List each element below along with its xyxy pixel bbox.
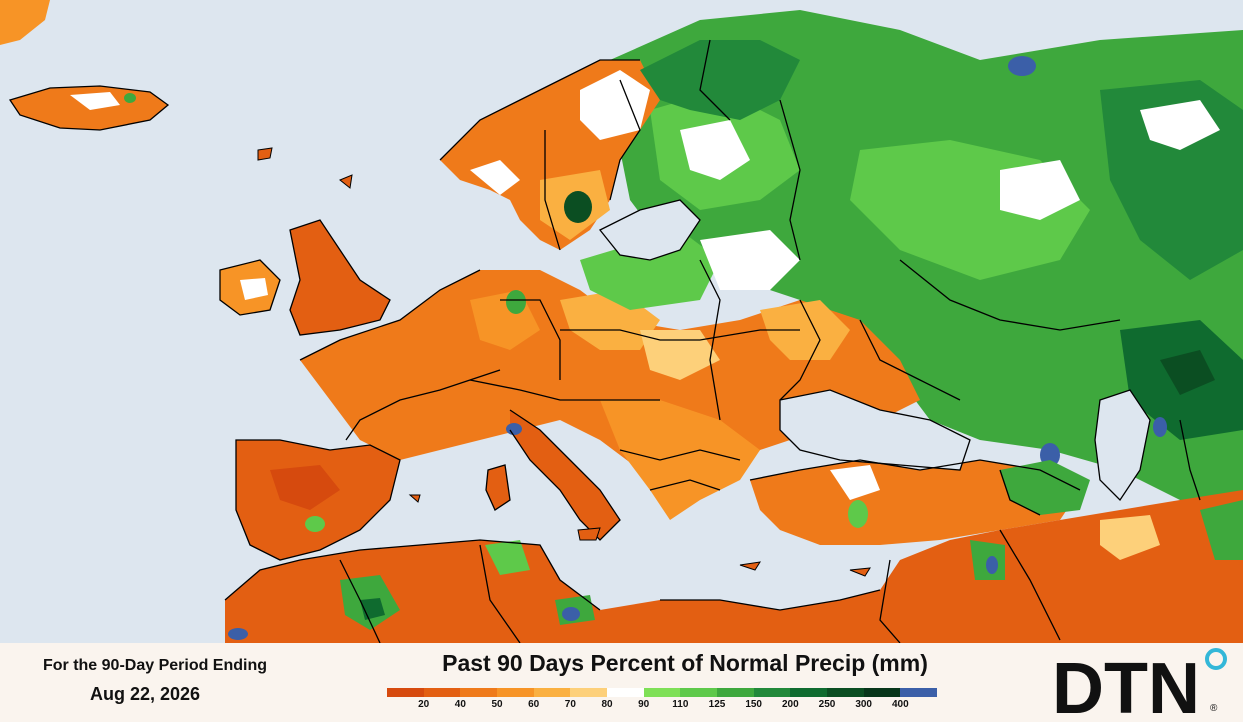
legend-swatch bbox=[497, 688, 534, 697]
legend-swatch bbox=[900, 688, 938, 697]
legend-swatch bbox=[387, 688, 424, 697]
legend-tick-label: 40 bbox=[454, 699, 466, 710]
legend-swatch bbox=[423, 688, 461, 697]
legend-swatch bbox=[533, 688, 571, 697]
eastern-europe-land bbox=[610, 10, 1243, 520]
legend-tick-label: 125 bbox=[708, 699, 726, 710]
legend-swatch bbox=[607, 688, 644, 697]
legend-tick-label: 90 bbox=[638, 699, 650, 710]
legend-tick-label: 300 bbox=[855, 699, 872, 710]
legend-swatch bbox=[680, 688, 718, 697]
legend-swatch bbox=[863, 688, 901, 697]
iceland-land bbox=[10, 86, 168, 130]
dtn-logo-text: DTN bbox=[1052, 649, 1200, 722]
black-sea bbox=[780, 390, 970, 470]
legend-tick-label: 50 bbox=[491, 699, 503, 710]
registered-mark: ® bbox=[1210, 703, 1218, 714]
legend-tick-label: 20 bbox=[418, 699, 430, 710]
period-label: For the 90-Day Period Ending bbox=[42, 657, 268, 674]
legend-tick-label: 110 bbox=[672, 699, 689, 710]
greenland-land bbox=[0, 0, 50, 45]
legend-swatch bbox=[717, 688, 754, 697]
western-europe-land bbox=[300, 230, 920, 490]
islands bbox=[257, 147, 871, 577]
legend-color-bar bbox=[387, 688, 938, 697]
scandinavia-land bbox=[440, 40, 800, 250]
legend-tick-label: 200 bbox=[781, 699, 799, 710]
country-borders bbox=[8, 39, 1201, 644]
legend-tick-label: 400 bbox=[891, 699, 909, 710]
legend-swatch bbox=[790, 688, 828, 697]
legend-tick-label: 250 bbox=[818, 699, 836, 710]
legend-tick-label: 60 bbox=[528, 699, 540, 710]
legend-swatch bbox=[460, 688, 498, 697]
legend-tick-label: 70 bbox=[564, 699, 576, 710]
dtn-logo: DTN ® bbox=[1052, 648, 1227, 722]
legend-tick-label: 80 bbox=[601, 699, 613, 710]
legend-swatch bbox=[753, 688, 791, 697]
british-isles-land bbox=[220, 220, 390, 335]
legend-footer bbox=[0, 643, 1243, 722]
caspian-sea bbox=[1095, 390, 1150, 500]
period-end-date: Aug 22, 2026 bbox=[89, 684, 201, 704]
turkey-land bbox=[750, 460, 1090, 545]
legend-swatch bbox=[570, 688, 608, 697]
legend-title: Past 90 Days Percent of Normal Precip (m… bbox=[442, 650, 928, 676]
logo-ring-icon bbox=[1205, 648, 1227, 670]
baltic-sea bbox=[600, 200, 700, 260]
legend-tick-label: 150 bbox=[745, 699, 762, 710]
legend-swatch bbox=[827, 688, 864, 697]
legend-swatch bbox=[643, 688, 681, 697]
